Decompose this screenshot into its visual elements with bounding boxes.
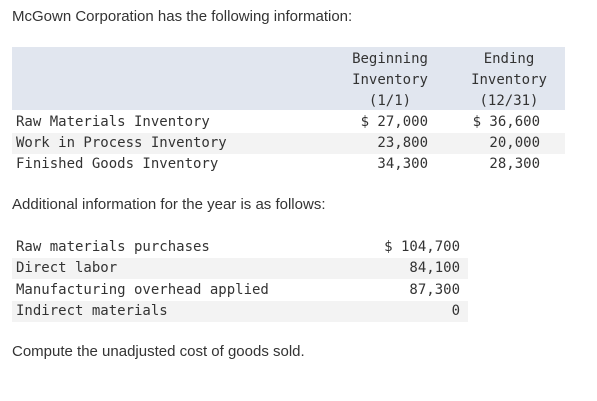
question-text: Compute the unadjusted cost of goods sol… [12, 343, 305, 360]
header-line: (12/31) [479, 93, 539, 109]
row-label: Direct labor [16, 260, 118, 276]
header-line: Ending [483, 51, 535, 67]
table-row: Raw materials purchases $ 104,700 [12, 237, 468, 258]
table-row: Work in Process Inventory 23,800 20,000 [12, 133, 565, 154]
row-value: $ 104,700 [384, 239, 460, 255]
row-value: 0 [451, 303, 460, 319]
table-row: Indirect materials 0 [12, 301, 468, 322]
beginning-value: 34,300 [377, 156, 428, 172]
table-row: Direct labor 84,100 [12, 258, 468, 279]
table-row: Finished Goods Inventory 34,300 28,300 [12, 154, 565, 175]
row-value: 87,300 [409, 282, 460, 298]
inventory-table-header [12, 47, 565, 110]
header-line: Inventory [352, 72, 428, 88]
ending-value: $ 36,600 [472, 114, 540, 130]
header-ending-inventory: Ending Inventory (12/31) [464, 49, 554, 112]
ending-value: 28,300 [489, 156, 540, 172]
row-label: Raw Materials Inventory [16, 114, 210, 130]
header-line: (1/1) [368, 93, 412, 109]
row-value: 84,100 [409, 260, 460, 276]
beginning-value: 23,800 [377, 135, 428, 151]
row-label: Raw materials purchases [16, 239, 210, 255]
beginning-value: $ 27,000 [360, 114, 428, 130]
additional-info-text: Additional information for the year is a… [12, 196, 326, 213]
table-row: Manufacturing overhead applied 87,300 [12, 280, 468, 301]
header-line: Inventory [471, 72, 547, 88]
row-label: Manufacturing overhead applied [16, 282, 269, 298]
row-label: Indirect materials [16, 303, 168, 319]
table-row: Raw Materials Inventory $ 27,000 $ 36,60… [12, 112, 565, 133]
intro-text: McGown Corporation has the following inf… [12, 8, 353, 25]
row-label: Finished Goods Inventory [16, 156, 219, 172]
header-beginning-inventory: Beginning Inventory (1/1) [342, 49, 438, 112]
ending-value: 20,000 [489, 135, 540, 151]
header-line: Beginning [352, 51, 428, 67]
row-label: Work in Process Inventory [16, 135, 227, 151]
